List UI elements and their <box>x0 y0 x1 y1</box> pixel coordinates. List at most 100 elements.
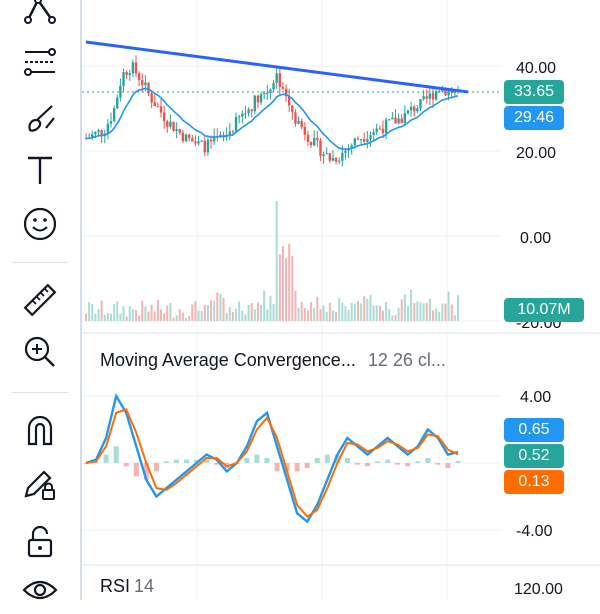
histogram-bar <box>304 463 310 469</box>
unlock-icon[interactable] <box>16 518 64 566</box>
volume-bar <box>160 309 163 321</box>
macd-histogram <box>83 446 461 480</box>
volume-bar <box>391 315 394 321</box>
rsi-params: 14 <box>134 576 155 596</box>
macd-value-badge: 0.65 <box>504 418 564 442</box>
volume-bar <box>341 302 344 321</box>
volume-bar <box>91 303 94 321</box>
candle-body <box>247 109 250 114</box>
volume-bar <box>113 304 116 321</box>
candle-body <box>191 138 194 142</box>
candle-body <box>378 128 382 130</box>
volume-bar <box>219 293 222 321</box>
zoom-in-icon[interactable] <box>16 328 64 376</box>
histogram-bar <box>385 459 391 463</box>
candle-body <box>256 95 260 103</box>
candle-body <box>156 106 160 108</box>
candle-body <box>206 139 210 153</box>
volume-bar <box>235 308 238 321</box>
chart-area[interactable]: 40.00 20.00 0.00 -20.00 4.00 -4.00 120.0… <box>82 0 600 600</box>
candle-body <box>212 136 216 142</box>
candle-body <box>338 160 341 162</box>
volume-bar <box>435 308 438 321</box>
volume-bar <box>138 315 141 321</box>
candle-body <box>131 62 135 74</box>
histogram-bar <box>435 463 441 465</box>
volume-bar <box>266 309 269 321</box>
volume-bar <box>422 303 425 321</box>
histogram-bar <box>314 457 320 463</box>
volume-bar <box>419 302 422 321</box>
volume-bar <box>403 294 406 321</box>
toolbar-divider <box>12 392 68 393</box>
volume-bar <box>338 297 341 321</box>
histogram-bar <box>83 463 89 464</box>
volume-bar <box>238 301 241 321</box>
volume-bar <box>125 316 128 321</box>
candle-body <box>453 92 457 94</box>
volume-bar <box>110 313 113 321</box>
ma-value-badge: 29.46 <box>504 106 564 130</box>
volume-bar <box>335 312 338 321</box>
volume-bar <box>306 310 309 321</box>
histogram-bar <box>354 463 360 465</box>
volume-bar <box>247 304 250 321</box>
lock-pencil-icon[interactable] <box>16 460 64 508</box>
macd-pane-title[interactable]: Moving Average Convergence... 12 26 cl... <box>100 350 446 371</box>
volume-bar <box>203 304 206 321</box>
chart-canvas[interactable]: 40.00 20.00 0.00 -20.00 4.00 -4.00 120.0… <box>82 0 600 600</box>
eye-icon[interactable] <box>16 566 64 614</box>
candle-body <box>234 117 238 132</box>
histogram-bar <box>153 463 159 472</box>
volume-bar <box>88 302 91 321</box>
magnet-icon[interactable] <box>16 406 64 454</box>
candle-body <box>438 91 441 93</box>
macd-params: 12 26 cl... <box>367 350 446 370</box>
ruler-icon[interactable] <box>16 276 64 324</box>
emoji-icon[interactable] <box>16 200 64 248</box>
candle-body <box>91 134 94 138</box>
macd-line <box>85 392 459 524</box>
volume-bar <box>85 313 87 321</box>
histogram-bar <box>113 446 119 463</box>
volume-bar <box>194 301 197 321</box>
histogram-bar <box>415 461 421 463</box>
price-candles <box>84 55 460 167</box>
toolbar-divider <box>12 262 68 263</box>
fib-retracement-icon[interactable] <box>16 38 64 86</box>
candle-body <box>128 73 131 76</box>
volume-bar <box>191 304 194 321</box>
candle-body <box>303 127 307 135</box>
volume-bar <box>278 254 281 321</box>
rsi-pane-title[interactable]: RSI 14 <box>100 576 154 597</box>
candle-body <box>162 112 166 122</box>
candle-body <box>200 140 203 142</box>
candle-body <box>169 121 172 127</box>
histogram-bar <box>184 459 190 463</box>
trendline[interactable] <box>85 40 469 94</box>
candle-body <box>134 62 138 74</box>
candle-body <box>147 82 150 94</box>
candle-body <box>350 145 353 149</box>
candle-body <box>266 93 269 95</box>
candle-body <box>184 134 188 142</box>
candle-body <box>119 85 122 98</box>
volume-bar <box>153 311 156 321</box>
candle-body <box>316 137 319 141</box>
histogram-bar <box>344 457 350 463</box>
volume-bar <box>328 302 331 321</box>
brush-icon[interactable] <box>16 94 64 142</box>
volume-bar <box>425 302 428 321</box>
volume-bar <box>260 305 263 321</box>
candle-body <box>306 134 310 143</box>
volume-bar <box>294 290 297 321</box>
volume-bar <box>206 305 209 321</box>
volume-bar <box>106 312 109 321</box>
volume-bar <box>163 313 166 321</box>
volume-bar <box>256 302 259 321</box>
candle-body <box>444 88 447 96</box>
volume-bar <box>225 312 228 321</box>
pattern-tool-icon[interactable] <box>16 0 64 34</box>
text-tool-icon[interactable] <box>16 146 64 194</box>
volume-bar <box>297 307 300 321</box>
